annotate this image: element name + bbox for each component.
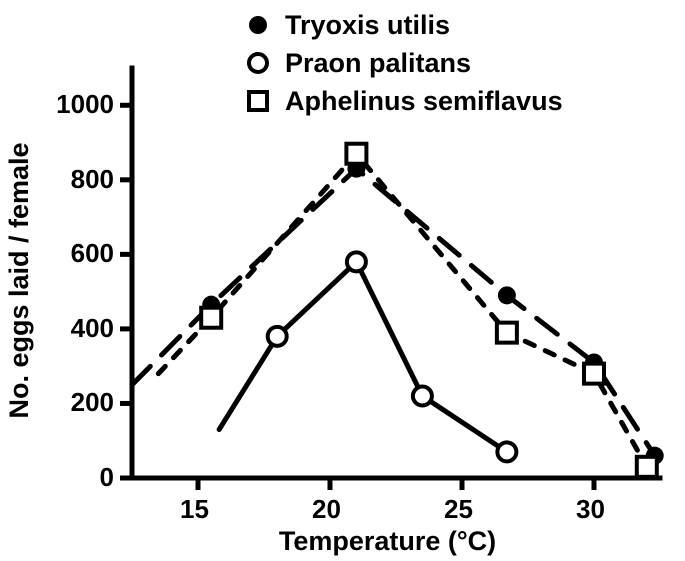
y-tick-label: 800	[71, 164, 114, 195]
series-marker	[347, 252, 366, 271]
series-marker	[584, 364, 604, 384]
x-tick-label: 15	[180, 494, 209, 525]
chart-container: No. eggs laid / female Temperature (°C) …	[0, 0, 685, 561]
legend-label: Aphelinus semiflavus	[285, 86, 563, 117]
y-tick-label: 600	[71, 238, 114, 269]
x-tick-label: 30	[576, 494, 605, 525]
series-marker	[497, 323, 517, 343]
x-tick-label: 25	[444, 494, 473, 525]
series-marker	[497, 442, 516, 461]
series-marker	[201, 308, 221, 328]
y-tick-label: 200	[71, 387, 114, 418]
series-marker	[637, 457, 657, 477]
series-marker	[268, 327, 287, 346]
legend-item: Aphelinus semiflavus	[245, 84, 563, 118]
legend-item: Tryoxis utilis	[245, 8, 563, 42]
x-axis-title: Temperature (°C)	[0, 526, 685, 557]
series-marker	[498, 286, 516, 304]
series-line	[158, 154, 654, 467]
legend: Tryoxis utilis Praon palitans Aphelinus se…	[245, 8, 563, 122]
x-tick-label: 20	[312, 494, 341, 525]
y-tick-label: 1000	[56, 89, 114, 120]
series-marker	[413, 387, 432, 406]
legend-item: Praon palitans	[245, 46, 563, 80]
series-line	[219, 262, 507, 452]
y-tick-label: 400	[71, 313, 114, 344]
series-marker	[346, 144, 366, 164]
legend-marker	[245, 12, 271, 38]
legend-label: Praon palitans	[285, 48, 471, 79]
legend-marker	[245, 88, 271, 114]
y-axis-title: No. eggs laid / female	[4, 0, 35, 561]
y-tick-label: 0	[100, 462, 114, 493]
legend-marker	[245, 50, 271, 76]
legend-label: Tryoxis utilis	[285, 10, 450, 41]
